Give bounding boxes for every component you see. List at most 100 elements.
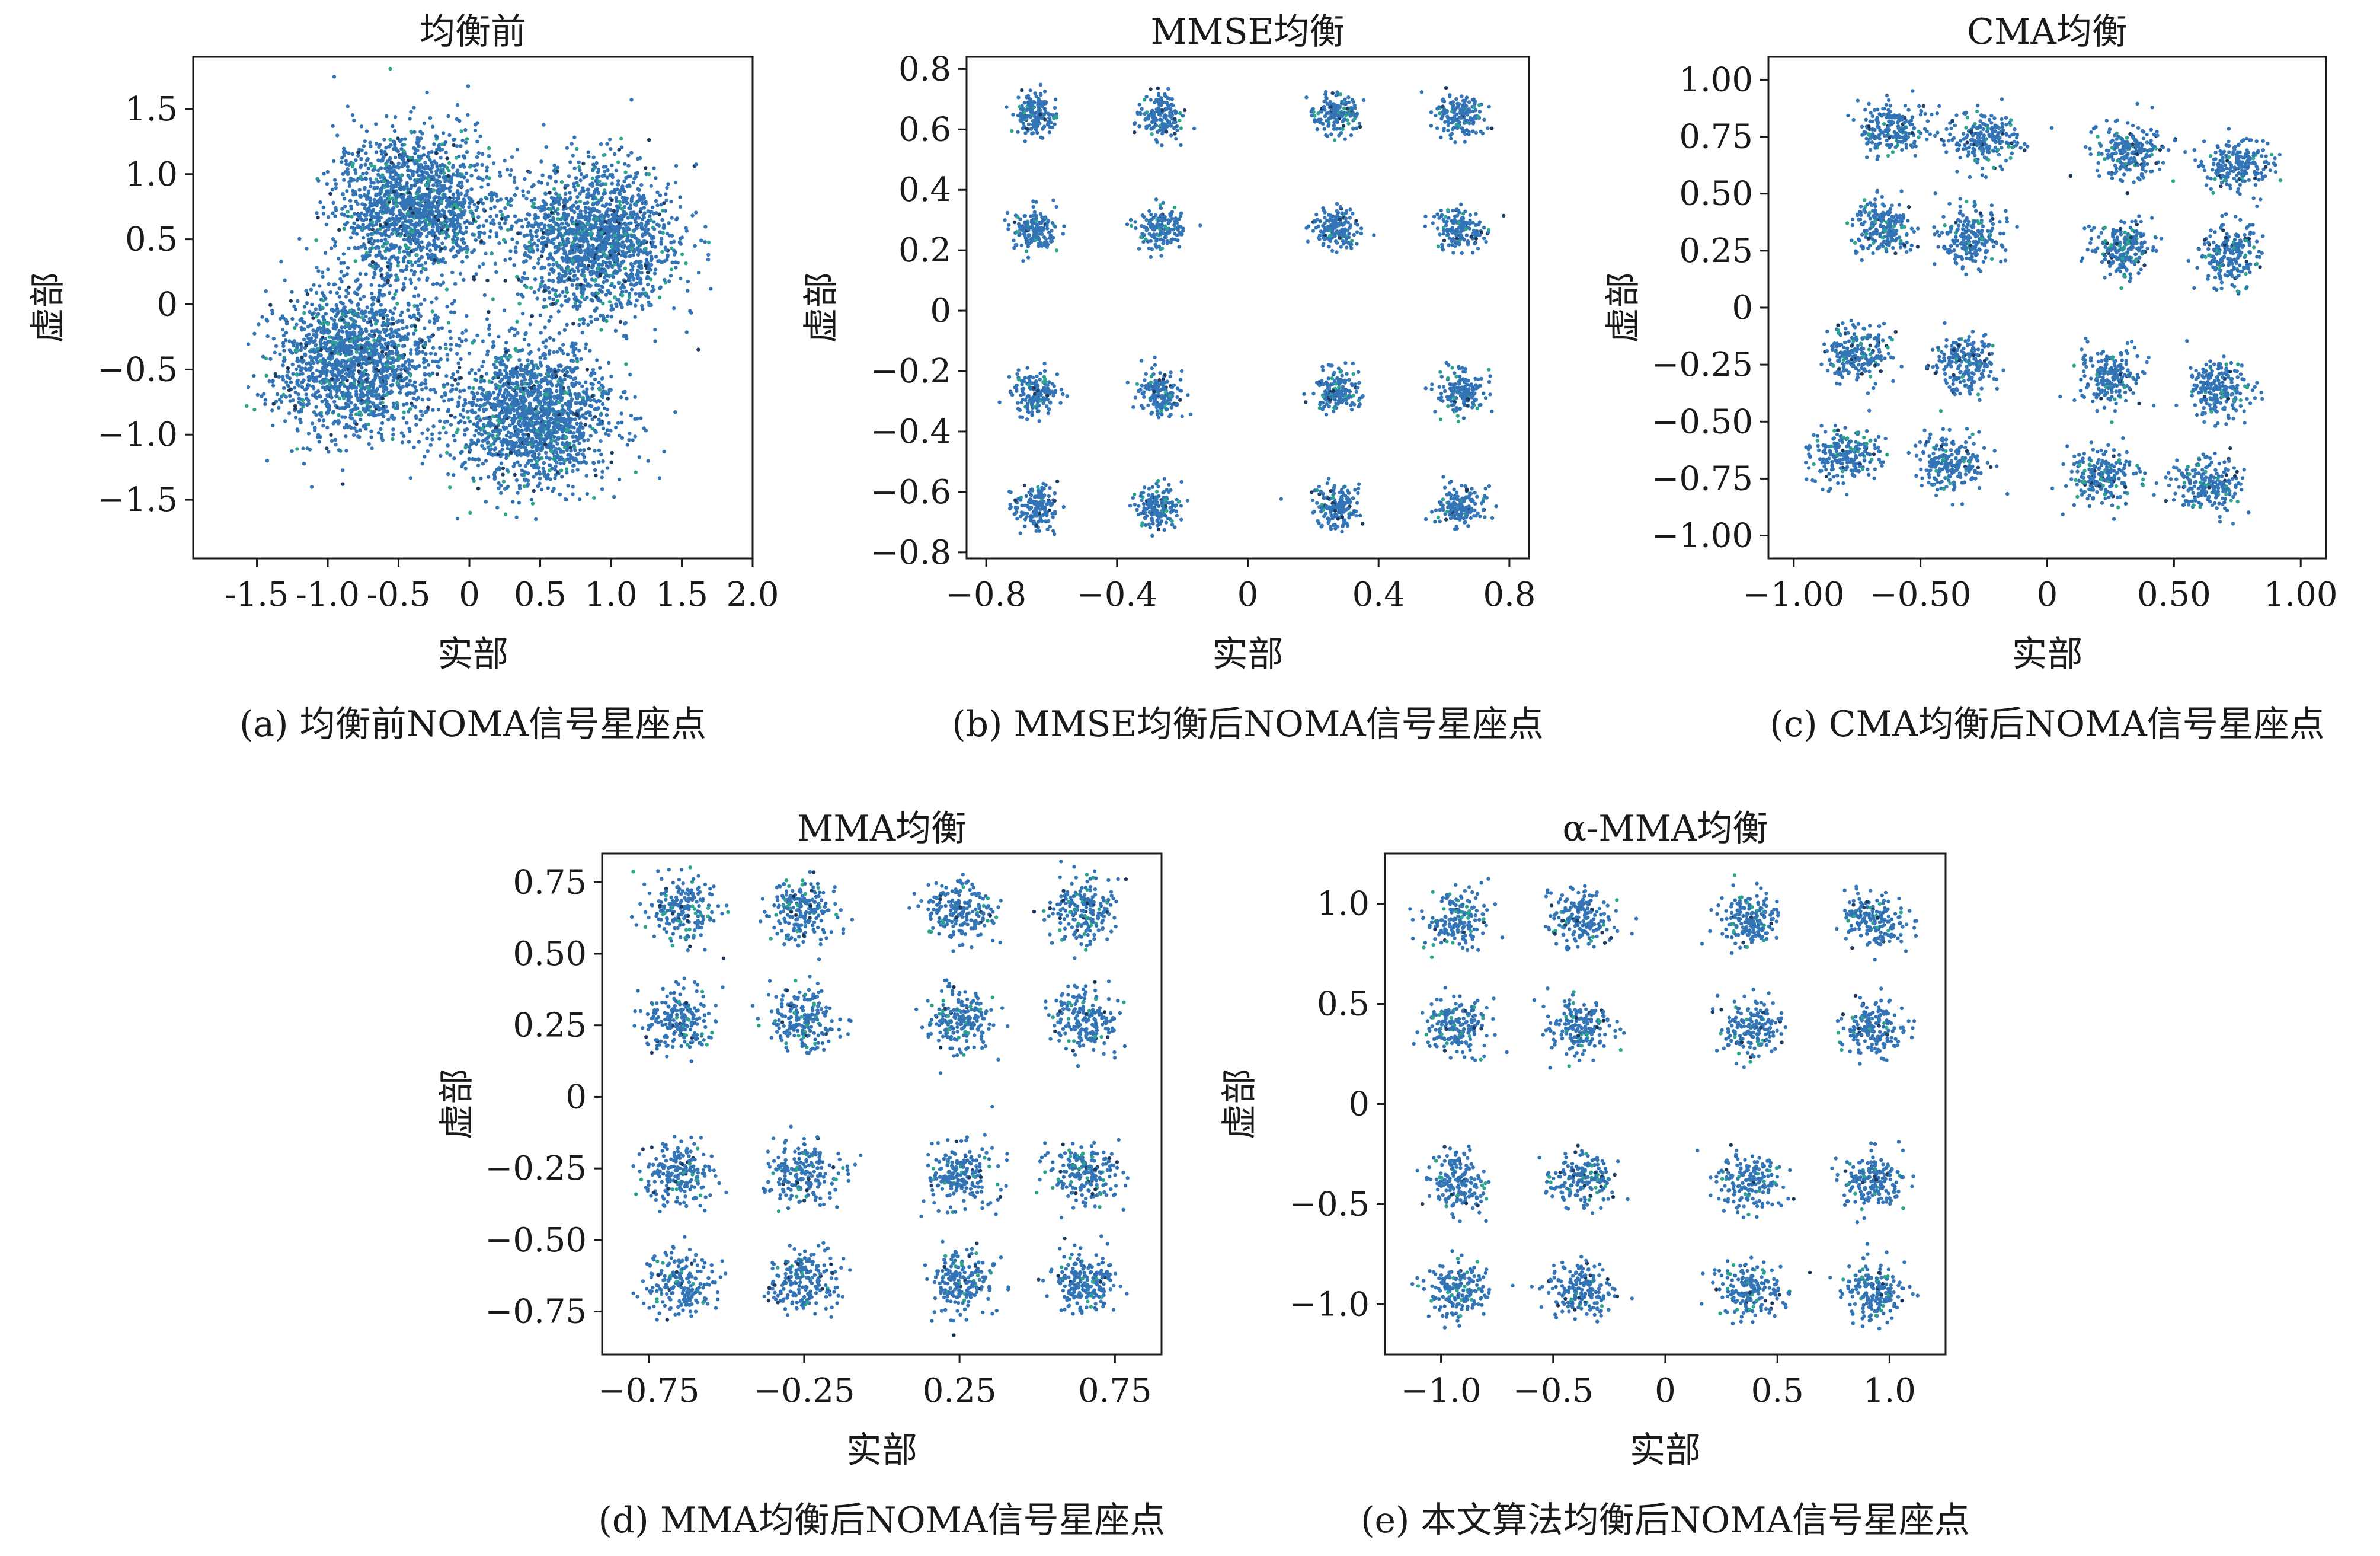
scatter-point xyxy=(312,311,316,315)
scatter-point xyxy=(394,184,398,188)
scatter-point xyxy=(378,226,382,231)
scatter-point xyxy=(350,164,355,168)
scatter-point xyxy=(366,390,370,394)
scatter-point xyxy=(393,145,397,149)
scatter-point xyxy=(355,339,359,343)
scatter-point xyxy=(579,287,583,291)
scatter-point xyxy=(481,261,485,266)
scatter-point xyxy=(587,154,591,159)
scatter-point xyxy=(551,279,555,283)
scatter-point xyxy=(342,345,346,349)
scatter-point xyxy=(257,322,261,327)
scatter-point xyxy=(265,334,270,338)
scatter-point xyxy=(668,273,673,278)
scatter-point xyxy=(455,237,460,241)
scatter-point xyxy=(396,219,401,223)
scatter-point xyxy=(334,186,338,190)
scatter-point xyxy=(527,170,532,174)
scatter-point xyxy=(543,200,547,205)
scatter-point xyxy=(590,168,595,172)
scatter-point xyxy=(597,248,601,253)
scatter-point xyxy=(451,192,455,196)
scatter-point xyxy=(423,373,427,377)
scatter-point xyxy=(392,296,396,301)
scatter-point xyxy=(363,162,367,167)
scatter-point xyxy=(344,295,348,299)
scatter-point xyxy=(331,410,335,414)
scatter-point xyxy=(374,222,378,226)
scatter-point xyxy=(396,161,401,165)
scatter-point xyxy=(343,415,347,419)
scatter-point xyxy=(448,218,452,222)
scatter-point xyxy=(511,500,515,504)
scatter-point xyxy=(387,197,391,202)
scatter-point xyxy=(618,203,622,207)
scatter-point xyxy=(651,240,655,244)
scatter-point xyxy=(592,196,596,200)
scatter-point xyxy=(434,161,439,165)
scatter-point xyxy=(450,302,455,306)
scatter-point xyxy=(662,223,666,228)
scatter-point xyxy=(364,327,368,331)
scatter-point xyxy=(529,286,533,290)
scatter-point xyxy=(626,164,631,168)
scatter-point xyxy=(443,260,447,264)
scatter-point xyxy=(268,303,273,307)
scatter-point xyxy=(444,287,449,292)
scatter-point xyxy=(301,446,305,450)
scatter-point xyxy=(635,240,639,244)
scatter-point xyxy=(440,273,444,277)
scatter-point xyxy=(344,405,348,410)
scatter-point xyxy=(275,392,280,397)
scatter-point xyxy=(366,189,371,193)
scatter-point xyxy=(452,235,456,239)
scatter-point xyxy=(341,330,345,334)
scatter-point xyxy=(321,424,325,428)
scatter-point xyxy=(401,194,405,199)
scatter-point xyxy=(703,225,708,229)
scatter-point xyxy=(387,258,392,263)
scatter-point xyxy=(604,319,609,323)
scatter-point xyxy=(366,396,370,401)
scatter-point xyxy=(374,202,379,206)
scatter-point xyxy=(645,221,650,226)
scatter-point xyxy=(571,154,575,158)
scatter-point xyxy=(581,292,585,296)
scatter-point xyxy=(620,184,625,188)
scatter-point xyxy=(410,198,414,202)
scatter-point xyxy=(629,234,634,238)
scatter-point xyxy=(640,303,644,308)
scatter-point xyxy=(615,257,619,261)
scatter-point xyxy=(252,407,257,412)
scatter-point xyxy=(379,380,383,384)
scatter-point xyxy=(347,151,351,155)
scatter-point xyxy=(560,475,564,479)
scatter-point xyxy=(324,346,328,351)
scatter-point xyxy=(555,299,560,303)
scatter-point xyxy=(615,187,619,191)
scatter-point xyxy=(395,275,399,279)
scatter-point xyxy=(418,382,423,387)
scatter-point xyxy=(382,293,386,297)
scatter-point xyxy=(534,229,538,234)
scatter-point xyxy=(646,276,650,280)
scatter-point xyxy=(337,413,341,417)
scatter-point xyxy=(311,372,315,376)
scatter-point xyxy=(341,482,345,486)
scatter-point xyxy=(385,271,389,276)
scatter-point xyxy=(644,264,648,268)
scatter-point xyxy=(389,223,394,227)
scatter-point xyxy=(397,247,402,251)
scatter-point xyxy=(527,213,532,217)
scatter-point xyxy=(596,296,601,301)
scatter-point xyxy=(325,425,330,430)
scatter-point xyxy=(647,303,651,307)
scatter-point xyxy=(309,287,314,292)
scatter-point xyxy=(398,375,403,379)
scatter-point xyxy=(439,183,443,188)
scatter-point xyxy=(331,124,335,128)
scatter-point xyxy=(380,350,385,354)
scatter-point xyxy=(417,139,421,143)
scatter-point xyxy=(337,349,341,353)
scatter-point xyxy=(673,180,678,185)
